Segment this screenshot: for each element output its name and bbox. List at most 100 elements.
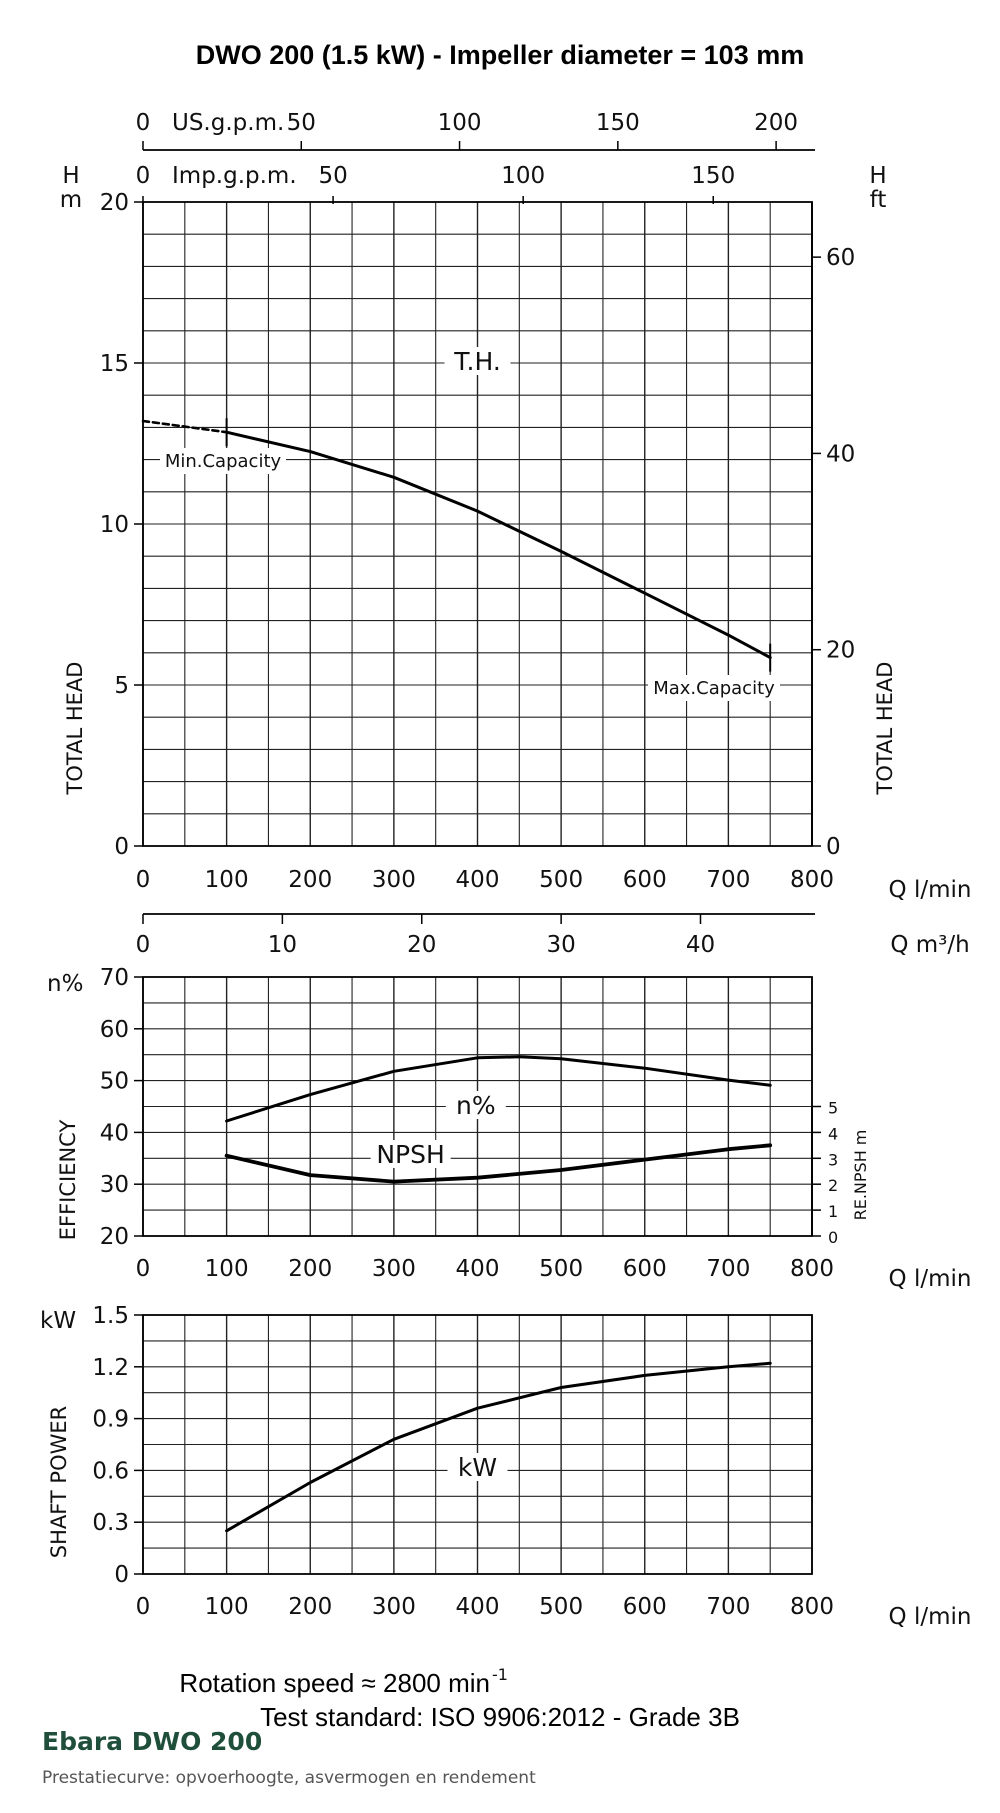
x-tick-label: 500 (539, 867, 583, 893)
head-panel: H m H ft TOTAL HEAD TOTAL HEAD 051015200… (60, 163, 972, 903)
npsh-series-label: NPSH (376, 1140, 444, 1169)
power-grid (142, 1314, 813, 1575)
impgpm-tick-label: 50 (318, 163, 347, 189)
y-tick-label: 0.3 (92, 1510, 129, 1536)
y-tick-label: 15 (100, 351, 129, 377)
y-tick-label: 0 (114, 1562, 129, 1588)
power-series-label-gap (447, 1453, 508, 1481)
y-tick-label: 60 (100, 1017, 129, 1043)
rotation-speed-exponent: -1 (492, 1665, 508, 1684)
head-unit-h-right: H (869, 163, 886, 189)
m3h-tick-label: 20 (407, 932, 436, 958)
head-curve-extrapolated (141, 419, 228, 434)
head-unit-ft-right: ft (870, 187, 887, 213)
top-conversion-axes: US.g.p.m. Imp.g.p.m. 0 50 100 150 200 0 50 100 1… (136, 110, 815, 204)
x-tick-label: 600 (623, 1256, 667, 1282)
x-axis-unit-label: Q l/min (889, 1266, 972, 1292)
m3h-tick-label: 40 (686, 932, 715, 958)
efficiency-unit-label: n% (47, 971, 83, 997)
impgpm-tick-label: 100 (501, 163, 545, 189)
y-tick-label: 0 (114, 834, 129, 860)
impgpm-label: Imp.g.p.m. (172, 163, 297, 189)
x-tick-label: 300 (372, 867, 416, 893)
ft-tick-label: 40 (826, 441, 855, 467)
x-tick-label: 700 (706, 1256, 750, 1282)
x-axis-unit-label: Q l/min (889, 877, 972, 903)
npsh-tick-label: 0 (828, 1228, 838, 1247)
impgpm-tick-label: 0 (136, 163, 151, 189)
head-series-label-gap (444, 347, 511, 375)
npsh-tick-label: 5 (828, 1099, 838, 1118)
usgpm-tick-label: 50 (287, 110, 316, 136)
y-tick-label: 0.6 (92, 1458, 129, 1484)
usgpm-label: US.g.p.m. (172, 110, 284, 136)
rotation-speed-text: Rotation speed ≈ 2800 min (179, 1668, 490, 1698)
y-tick-label: 50 (100, 1069, 129, 1095)
max-capacity-gap (648, 675, 780, 701)
panel-frame (142, 1314, 813, 1575)
efficiency-y-label: EFFICIENCY (56, 1120, 80, 1241)
efficiency-grid (142, 976, 813, 1237)
y-tick-label: 20 (100, 190, 129, 216)
y-tick-label: 40 (100, 1120, 129, 1146)
x-tick-label: 700 (706, 1594, 750, 1620)
y-tick-label: 1.2 (92, 1355, 129, 1381)
x-axis-unit-label: Q l/min (889, 1604, 972, 1630)
efficiency-curve (225, 1055, 772, 1123)
power-series-label: kW (458, 1453, 497, 1482)
max-capacity-label: Max.Capacity (653, 678, 775, 699)
power-curve (225, 1361, 772, 1533)
y-tick-label: 20 (100, 1224, 129, 1250)
brand-title: Ebara DWO 200 (42, 1727, 263, 1756)
x-tick-label: 500 (539, 1256, 583, 1282)
efficiency-series-label-gap (445, 1091, 506, 1119)
m3h-tick-label: 0 (136, 932, 151, 958)
x-tick-label: 200 (288, 1594, 332, 1620)
npsh-curve (224, 1143, 773, 1184)
x-tick-label: 600 (623, 1594, 667, 1620)
usgpm-tick-label: 0 (136, 110, 151, 136)
y-tick-label: 0.9 (92, 1407, 129, 1433)
m3h-axis: 0 10 20 30 40 Q m³/h (136, 913, 970, 958)
impgpm-tick-label: 150 (691, 163, 735, 189)
x-tick-label: 100 (205, 867, 249, 893)
head-grid (142, 201, 813, 847)
m3h-unit-label: Q m³/h (890, 932, 969, 958)
min-capacity-label: Min.Capacity (165, 451, 282, 472)
head-series-label: T.H. (453, 347, 501, 376)
test-standard: Test standard: ISO 9906:2012 - Grade 3B (260, 1702, 740, 1732)
x-tick-label: 200 (288, 867, 332, 893)
m3h-tick-label: 10 (268, 932, 297, 958)
ft-tick-label: 0 (826, 834, 841, 860)
x-tick-label: 400 (456, 1594, 500, 1620)
chart-title: DWO 200 (1.5 kW) - Impeller diameter = 1… (196, 40, 804, 70)
x-tick-label: 0 (136, 867, 151, 893)
y-tick-label: 5 (114, 673, 129, 699)
efficiency-series-label: n% (456, 1091, 496, 1120)
head-unit-m-left: m (60, 187, 82, 213)
m3h-tick-label: 30 (546, 932, 575, 958)
y-tick-label: 30 (100, 1172, 129, 1198)
ft-tick-label: 20 (826, 638, 855, 664)
x-tick-label: 700 (706, 867, 750, 893)
npsh-tick-label: 4 (828, 1124, 838, 1143)
x-tick-label: 400 (456, 867, 500, 893)
x-tick-label: 400 (456, 1256, 500, 1282)
x-tick-label: 300 (372, 1256, 416, 1282)
page-subtitle: Prestatiecurve: opvoerhoogte, asvermogen… (42, 1768, 536, 1788)
x-tick-label: 800 (790, 1594, 834, 1620)
x-tick-label: 500 (539, 1594, 583, 1620)
power-y-label: SHAFT POWER (47, 1406, 71, 1559)
head-y-label-right: TOTAL HEAD (873, 662, 897, 796)
x-tick-label: 100 (205, 1256, 249, 1282)
power-unit-label: kW (40, 1308, 76, 1334)
power-panel: kW SHAFT POWER 0 0.3 0.6 0.9 1.2 1.5 0 100 200 30… (40, 1303, 971, 1630)
ft-tick-label: 60 (826, 245, 855, 271)
x-tick-label: 800 (790, 1256, 834, 1282)
y-tick-label: 10 (100, 512, 129, 538)
npsh-series-label-gap (370, 1140, 451, 1168)
x-tick-label: 800 (790, 867, 834, 893)
npsh-tick-label: 1 (828, 1202, 838, 1221)
min-capacity-gap (160, 448, 286, 474)
